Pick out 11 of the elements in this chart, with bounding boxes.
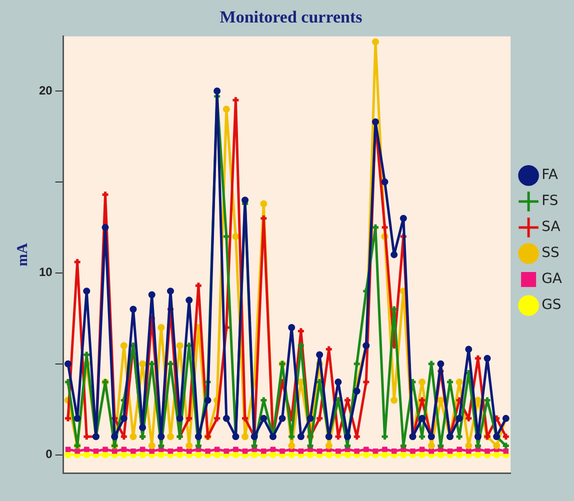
legend-label: GS <box>542 297 562 314</box>
legend-label: GA <box>542 271 562 288</box>
legend-label: SS <box>542 245 560 262</box>
y-axis-title: mA <box>14 242 31 266</box>
legend-label: FA <box>542 167 558 184</box>
legend-label: SA <box>542 219 561 236</box>
legend-label: FS <box>542 193 558 210</box>
chart-title: Monitored currents <box>220 8 363 27</box>
y-tick-label: 20 <box>38 83 53 98</box>
y-tick-label: 0 <box>46 447 53 462</box>
y-tick-label: 10 <box>38 265 53 280</box>
